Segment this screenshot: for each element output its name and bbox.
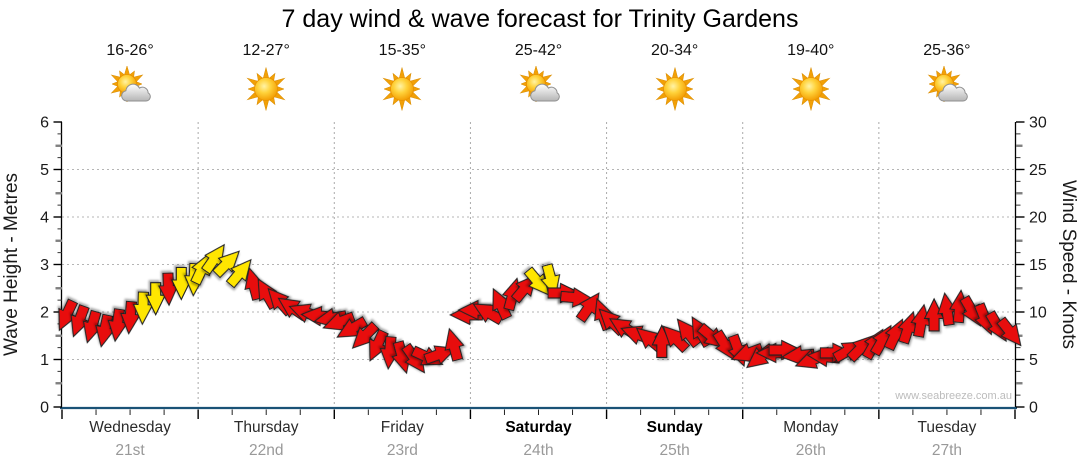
- svg-text:1: 1: [40, 352, 49, 369]
- day-name: Sunday: [646, 419, 703, 436]
- svg-text:4: 4: [40, 210, 49, 227]
- svg-text:Wind Speed - Knots: Wind Speed - Knots: [1058, 180, 1079, 349]
- svg-text:Wave Height - Metres: Wave Height - Metres: [1, 173, 22, 356]
- day-date: 27th: [931, 442, 962, 459]
- cloud-shape: [529, 83, 560, 102]
- svg-text:5: 5: [40, 162, 49, 179]
- sun-cloud-icon: [515, 64, 563, 112]
- cloud-shape: [121, 83, 151, 102]
- sun-icon: [378, 64, 426, 112]
- day-name: Tuesday: [917, 419, 977, 436]
- svg-text:6: 6: [40, 115, 49, 132]
- sun-icon: [787, 64, 835, 112]
- sun-cloud-icon: [923, 64, 971, 112]
- temperature-range: 12-27°: [242, 42, 290, 59]
- wind-arrow: [492, 287, 513, 321]
- sun-cloud-icon: [106, 64, 154, 112]
- svg-text:10: 10: [1029, 305, 1047, 322]
- wind-arrow: [996, 316, 1022, 347]
- wind-arrow: [369, 328, 389, 362]
- day-date: 26th: [795, 442, 826, 459]
- svg-text:25: 25: [1029, 162, 1047, 179]
- svg-text:0: 0: [1029, 400, 1038, 417]
- temperature-range: 15-35°: [378, 42, 426, 59]
- day-date: 25th: [659, 442, 690, 459]
- svg-text:15: 15: [1029, 257, 1047, 274]
- wind-arrow: [351, 321, 380, 349]
- temperature-range: 25-42°: [514, 42, 563, 59]
- day-name: Monday: [783, 419, 839, 436]
- day-date: 21st: [115, 442, 145, 459]
- svg-text:0: 0: [40, 400, 49, 417]
- day-date: 23rd: [386, 442, 418, 459]
- wind-arrow: [70, 304, 91, 338]
- sun-icon: [242, 64, 290, 112]
- page-title: 7 day wind & wave forecast for Trinity G…: [281, 5, 799, 33]
- wind-arrow: [662, 325, 691, 354]
- wind-arrow: [200, 243, 225, 275]
- temperature-range: 25-36°: [923, 42, 971, 59]
- wind-arrow: [444, 327, 465, 362]
- temperature-range: 16-26°: [106, 42, 154, 59]
- day-date: 24th: [523, 442, 554, 459]
- svg-text:5: 5: [1029, 352, 1038, 369]
- watermark: www.seabreeze.com.au: [895, 390, 1012, 402]
- wind-arrow: [82, 309, 103, 344]
- day-name: Saturday: [505, 419, 572, 436]
- wind-arrow: [132, 291, 154, 326]
- svg-text:2: 2: [40, 305, 49, 322]
- svg-text:3: 3: [40, 257, 49, 274]
- wind-arrow: [336, 316, 369, 338]
- wind-arrow: [145, 282, 167, 316]
- wind-arrow: [322, 311, 356, 331]
- temperature-range: 19-40°: [787, 42, 835, 59]
- wind-arrow: [212, 250, 241, 279]
- wind-arrow: [923, 297, 945, 332]
- temperature-range: 20-34°: [650, 42, 699, 59]
- cloud-shape: [938, 83, 968, 102]
- wind-arrow: [120, 300, 141, 335]
- svg-text:20: 20: [1029, 210, 1047, 227]
- day-date: 22nd: [248, 442, 284, 459]
- day-name: Friday: [380, 419, 424, 436]
- svg-text:30: 30: [1029, 115, 1047, 132]
- day-name: Wednesday: [89, 419, 171, 436]
- day-name: Thursday: [233, 419, 299, 436]
- wind-arrow: [423, 345, 457, 365]
- wind-arrow: [523, 266, 550, 296]
- sun-icon: [651, 64, 699, 112]
